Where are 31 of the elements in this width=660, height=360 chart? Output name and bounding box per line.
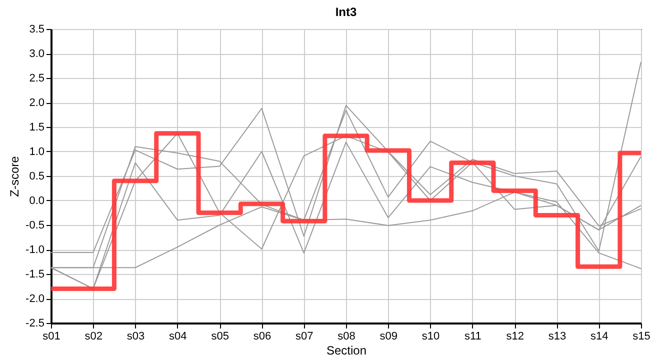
x-tick-label: s04 <box>169 330 187 342</box>
y-tick-label: 3.0 <box>29 48 44 60</box>
x-axis-title: Section <box>326 344 367 358</box>
x-tick-label: s02 <box>84 330 103 342</box>
y-axis-title: Z-score <box>8 156 22 197</box>
y-tick-label: -2.5 <box>26 318 44 330</box>
x-tick-label: s12 <box>506 330 524 342</box>
x-tick-label: s01 <box>42 330 60 342</box>
x-tick-label: s14 <box>590 330 608 342</box>
x-tick-label: s09 <box>380 330 398 342</box>
x-tick-label: s06 <box>253 330 272 342</box>
x-tick-label: s05 <box>211 330 229 342</box>
y-tick-label: -1.5 <box>26 268 44 280</box>
y-tick-label: 2.5 <box>29 72 44 84</box>
y-tick-label: -2.0 <box>26 293 44 305</box>
x-tick-label: s08 <box>338 330 356 342</box>
y-tick-label: 1.5 <box>29 122 44 134</box>
y-tick-label: 0.0 <box>29 195 44 207</box>
x-tick-label: s07 <box>295 330 314 342</box>
y-tick-label: 3.5 <box>29 24 44 36</box>
chart-title: Int3 <box>335 5 357 19</box>
y-tick-label: 1.0 <box>29 146 44 158</box>
x-tick-label: s15 <box>632 330 650 342</box>
x-tick-label: s10 <box>422 330 440 342</box>
x-tick-label: s13 <box>548 330 566 342</box>
y-tick-label: -1.0 <box>26 244 44 256</box>
y-tick-label: -0.5 <box>26 220 44 232</box>
x-tick-label: s03 <box>126 330 145 342</box>
y-tick-label: 0.5 <box>29 170 44 182</box>
y-tick-label: 2.0 <box>29 97 44 109</box>
x-tick-label: s11 <box>464 330 482 342</box>
